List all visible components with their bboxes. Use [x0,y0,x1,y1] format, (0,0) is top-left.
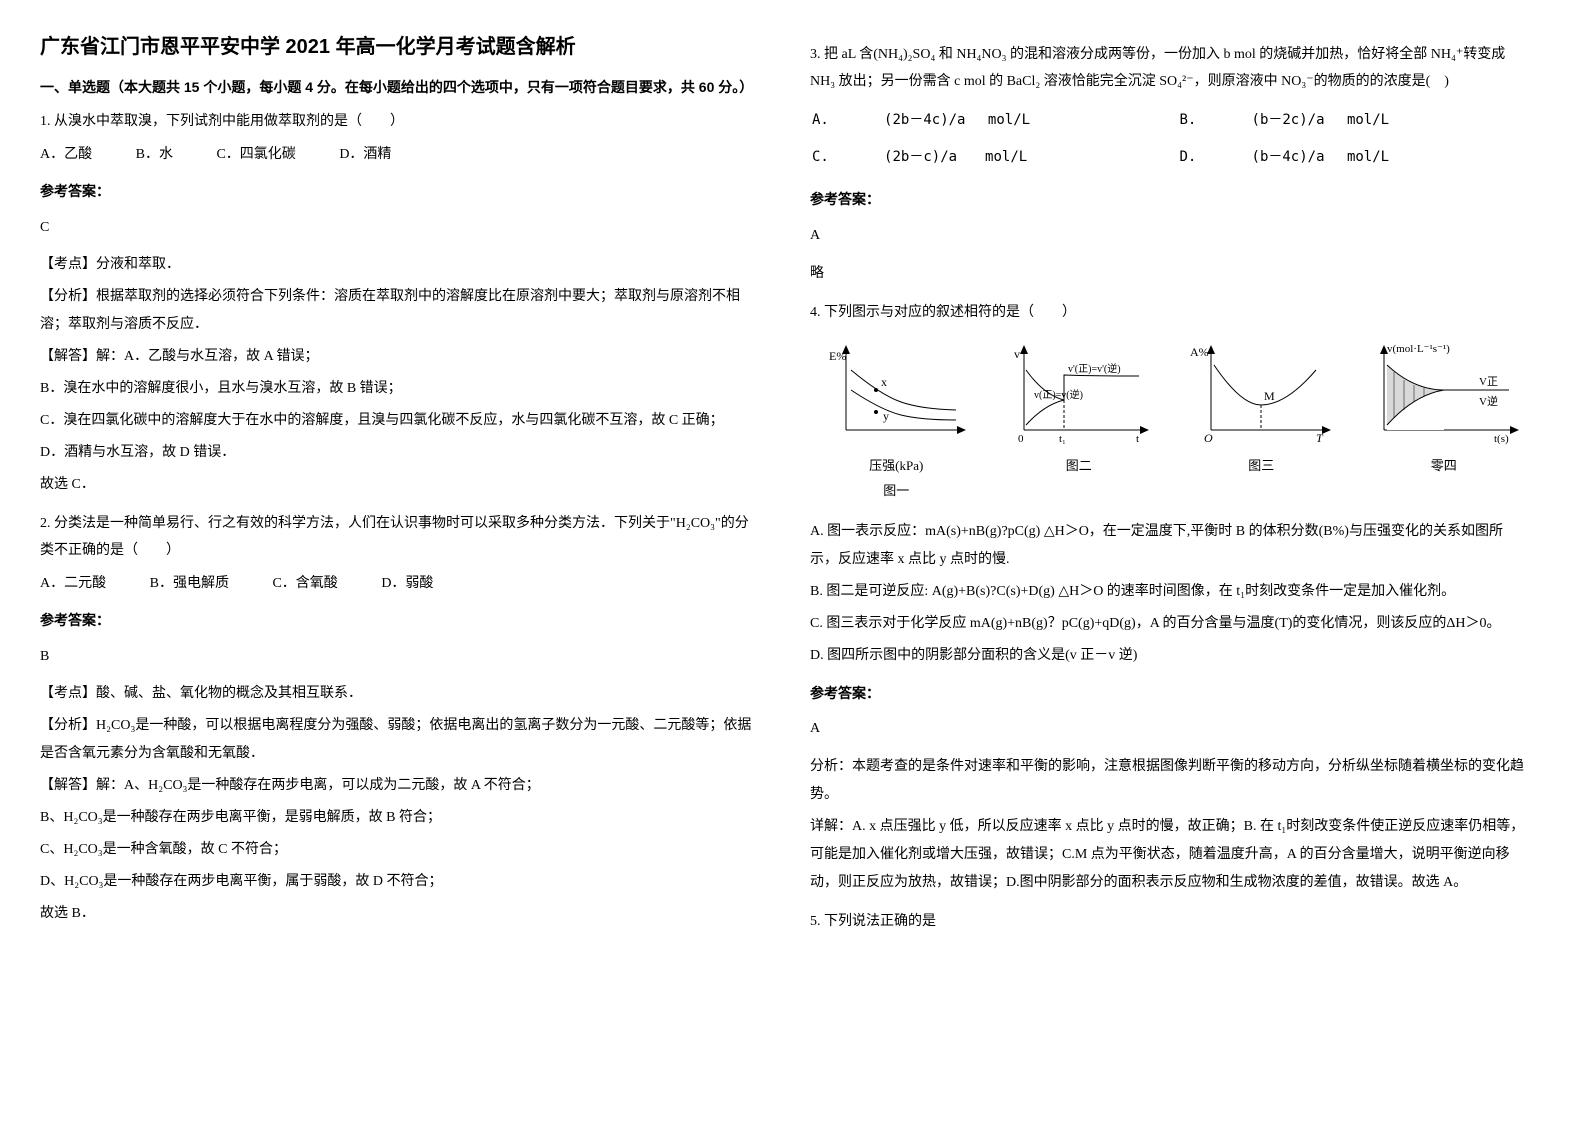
q1-jdC: C．溴在四氯化碳中的溶解度大于在水中的溶解度，且溴与四氯化碳不反应，水与四氯化碳… [40,407,760,435]
q2-jdB: B、H₂CO₃是一种酸存在两步电离平衡，是弱电解质，故 B 符合； [40,804,760,832]
d1-xlabel: 压强(kPa) [810,454,983,479]
q1-answer: C [40,215,760,242]
q4-text: 4. 下列图示与对应的叙述相符的是（ ） [810,300,1530,327]
d3-M: M [1264,389,1275,403]
diagram-2-svg: v v'(正)=v'(逆) v(正)=v(逆) t₁ t 0 [1004,340,1154,450]
q1-optC: C．四氯化碳 [216,147,295,162]
q4-optD: D. 图四所示图中的阴影部分面积的含义是(v 正－v 逆) [810,642,1530,670]
q4-answer-label: 参考答案： [810,680,1530,707]
d4-vz: V正 [1479,376,1498,388]
d1-x: x [881,375,887,389]
q3-optC-lbl: C. [812,140,882,175]
d4-caption: 零四 [1358,454,1531,479]
question-1: 1. 从溴水中萃取溴，下列试剂中能用做萃取剂的是（ ） A．乙酸 B．水 C．四… [40,109,760,499]
q1-jdB: B．溴在水中的溶解度很小，且水与溴水互溶，故 B 错误； [40,375,760,403]
left-column: 广东省江门市恩平平安中学 2021 年高一化学月考试题含解析 一、单选题（本大题… [40,30,760,947]
d4-xlabel: t(s) [1494,433,1509,445]
q3-text: 3. 把 aL 含(NH₄)₂SO₄ 和 NH₄NO₃ 的混和溶液分成两等份，一… [810,42,1530,95]
d3-caption: 图三 [1175,454,1348,479]
page-title: 广东省江门市恩平平安中学 2021 年高一化学月考试题含解析 [40,30,760,59]
q1-fx: 【分析】根据萃取剂的选择必须符合下列条件：溶质在萃取剂中的溶解度比在原溶剂中要大… [40,283,760,339]
q2-jdC: C、H₂CO₃是一种含氧酸，故 C 不符合； [40,836,760,864]
d4-ylabel: v(mol·L⁻¹s⁻¹) [1387,343,1450,355]
q2-jdD: D、H₂CO₃是一种酸存在两步电离平衡，属于弱酸，故 D 不符合； [40,868,760,896]
q5-text: 5. 下列说法正确的是 [810,909,1530,936]
q1-optA: A．乙酸 [40,147,92,162]
d3-ylabel: A% [1190,345,1209,359]
q4-answer: A [810,716,1530,743]
q3-optB-lbl: B. [1179,103,1249,138]
d2-eq-b: v(正)=v(逆) [1034,388,1083,401]
diagram-1-svg: E% x y [821,340,971,450]
q3-optA-lbl: A. [812,103,882,138]
d1-ylabel: E% [829,349,846,363]
d1-caption: 图一 [810,479,983,504]
q3-brief: 略 [810,260,1530,288]
d3-O: O [1204,431,1213,445]
diagram-2: v v'(正)=v'(逆) v(正)=v(逆) t₁ t 0 图二 [993,340,1166,503]
d2-t1: t₁ [1059,433,1066,445]
q4-xj: 详解：A. x 点压强比 y 低，所以反应速率 x 点比 y 点时的慢，故正确；… [810,813,1530,897]
q3-options: A. (2b－4c)/a mol/L B. (b－2c)/a mol/L C. … [810,101,1530,176]
q2-optA: A．二元酸 [40,576,106,591]
right-column: 3. 把 aL 含(NH₄)₂SO₄ 和 NH₄NO₃ 的混和溶液分成两等份，一… [810,30,1530,947]
q1-jdD: D．酒精与水互溶，故 D 错误． [40,439,760,467]
q1-options: A．乙酸 B．水 C．四氯化碳 D．酒精 [40,142,760,169]
d2-eq-a: v'(正)=v'(逆) [1068,362,1121,375]
q2-answer: B [40,644,760,671]
diagram-4-svg: v(mol·L⁻¹s⁻¹) V正 V逆 t(s) [1359,340,1529,450]
q1-text: 1. 从溴水中萃取溴，下列试剂中能用做萃取剂的是（ ） [40,109,760,136]
d1-y: y [883,409,889,423]
question-2: 2. 分类法是一种简单易行、行之有效的科学方法，人们在认识事物时可以采取多种分类… [40,511,760,928]
q3-answer: A [810,223,1530,250]
section-header: 一、单选题（本大题共 15 个小题，每小题 4 分。在每小题给出的四个选项中，只… [40,77,760,97]
q2-answer-label: 参考答案： [40,607,760,634]
q3-optC-val: (2b－c)/a mol/L [884,140,1177,175]
d4-vn: V逆 [1479,394,1498,408]
q3-optA-val: (2b－4c)/a mol/L [884,103,1177,138]
q3-optB-val: (b－2c)/a mol/L [1252,103,1528,138]
q1-jdEnd: 故选 C． [40,471,760,499]
q2-text: 2. 分类法是一种简单易行、行之有效的科学方法，人们在认识事物时可以采取多种分类… [40,511,760,564]
q4-optC: C. 图三表示对于化学反应 mA(g)+nB(g)？pC(g)+qD(g)，A … [810,610,1530,638]
diagram-1: E% x y 压强(kPa) 图一 [810,340,983,503]
question-4: 4. 下列图示与对应的叙述相符的是（ ） E% x y 压强(kPa [810,300,1530,897]
q4-optA: A. 图一表示反应：mA(s)+nB(g)?pC(g) △H＞O，在一定温度下,… [810,518,1530,574]
diagram-3-svg: A% M O T [1186,340,1336,450]
q1-jdA: 【解答】解：A．乙酸与水互溶，故 A 错误； [40,343,760,371]
q1-answer-label: 参考答案： [40,178,760,205]
q2-fx: 【分析】H₂CO₃是一种酸，可以根据电离程度分为强酸、弱酸；依据电离出的氢离子数… [40,712,760,768]
q2-optD: D．弱酸 [381,576,433,591]
q1-optD: D．酒精 [339,147,391,162]
q3-optD-val: (b－4c)/a mol/L [1252,140,1528,175]
q4-diagrams: E% x y 压强(kPa) 图一 v v'(正)=v [810,340,1530,503]
q1-optB: B．水 [136,147,173,162]
question-5: 5. 下列说法正确的是 [810,909,1530,936]
d2-caption: 图二 [993,454,1166,479]
q2-optB: B．强电解质 [150,576,229,591]
q3-optD-lbl: D. [1179,140,1249,175]
q2-options: A．二元酸 B．强电解质 C．含氧酸 D．弱酸 [40,571,760,598]
q2-jdA: 【解答】解：A、H₂CO₃是一种酸存在两步电离，可以成为二元酸，故 A 不符合； [40,772,760,800]
svg-text:v: v [1014,347,1020,361]
diagram-4: v(mol·L⁻¹s⁻¹) V正 V逆 t(s) 零四 [1358,340,1531,503]
q4-fx: 分析：本题考查的是条件对速率和平衡的影响，注意根据图像判断平衡的移动方向，分析纵… [810,753,1530,809]
q4-optB: B. 图二是可逆反应: A(g)+B(s)?C(s)+D(g) △H＞O 的速率… [810,578,1530,606]
q2-jdEnd: 故选 B． [40,900,760,928]
q1-kp: 【考点】分液和萃取． [40,251,760,279]
q3-answer-label: 参考答案： [810,186,1530,213]
q2-kp: 【考点】酸、碱、盐、氧化物的概念及其相互联系． [40,680,760,708]
diagram-3: A% M O T 图三 [1175,340,1348,503]
svg-text:0: 0 [1018,433,1024,445]
d2-t: t [1136,433,1139,445]
q2-optC: C．含氧酸 [272,576,337,591]
question-3: 3. 把 aL 含(NH₄)₂SO₄ 和 NH₄NO₃ 的混和溶液分成两等份，一… [810,42,1530,288]
